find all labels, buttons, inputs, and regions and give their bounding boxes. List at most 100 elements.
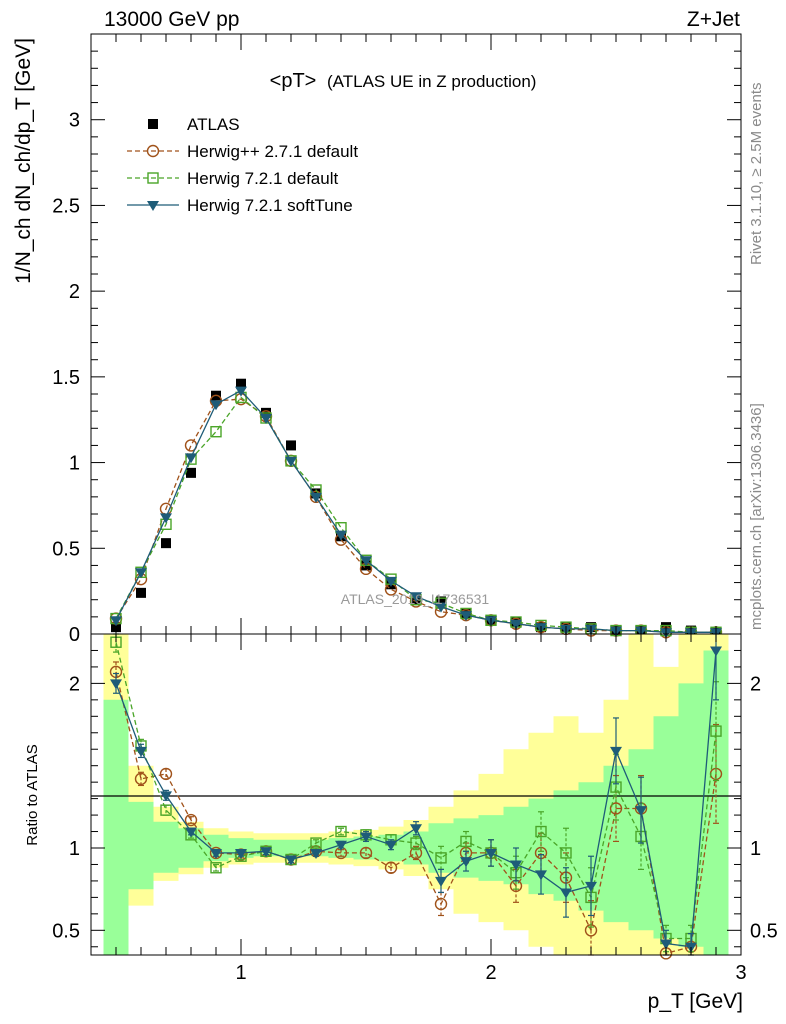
ratio-point-2-7 [285,855,297,866]
main-point-3-4 [210,400,222,411]
ratio-series-2 [110,633,722,956]
ratio-point-0-10 [359,846,373,860]
ratio-point-1-8 [310,837,322,849]
ratio-ylabel: Ratio to ATLAS [24,744,41,845]
main-point-0-3 [186,467,196,478]
legend-entry-3: Herwig 7.2.1 softTune [127,196,353,215]
ratio-point-2-2 [160,791,172,802]
main-ytick-label: 0.5 [52,538,80,560]
main-ytick-label: 1 [69,453,80,475]
ratio-point-2-6 [260,847,272,858]
main-point-3-12 [410,592,422,603]
ratio-ytick-label-left: 1 [69,838,80,860]
main-point-3-13 [435,602,447,613]
legend-label-0: ATLAS [187,115,240,134]
ratio-point-2-9 [335,840,347,851]
ratio-point-2-22 [660,939,672,950]
main-axes: 0 0.5 1 1.5 2 2.5 3 [52,33,742,646]
main-ytick-label: 2.5 [52,195,80,217]
main-point-3-9 [335,530,347,541]
main-ylabel: 1/N_ch dN_ch/dp_T [GeV] [12,38,35,284]
main-point-3-7 [285,456,297,467]
main-ytick-label: 0 [69,624,80,646]
ratio-point-0-2 [159,767,173,781]
ratio-point-0-13 [434,897,448,911]
ratio-point-2-13 [435,876,447,887]
legend-label-3: Herwig 7.2.1 softTune [187,196,353,215]
ratio-point-1-17 [535,825,547,838]
main-point-3-1 [135,568,147,579]
legend-label-1: Herwig++ 2.7.1 default [187,142,358,161]
ratio-point-2-3 [185,827,197,838]
x-tick-label: 1 [235,962,246,984]
ratio-point-1-13 [435,852,447,864]
ratio-point-0-1 [134,772,148,786]
ratio-point-0-20 [609,802,623,815]
ratio-axes: 0.5 0.5 1 1 2 2 1 2 3 [52,633,778,984]
ratio-point-2-21 [635,806,647,817]
ratio-point-2-19 [585,881,597,892]
main-subtitle: (ATLAS UE in Z production) [327,72,536,91]
ratio-point-0-3 [184,813,198,827]
ratio-point-2-10 [360,832,372,843]
main-point-3-5 [235,386,247,397]
ratio-point-2-4 [210,848,222,859]
main-title: <pT> [270,70,317,92]
legend-entry-0: ATLAS [148,115,240,134]
ratio-point-1-12 [410,837,422,849]
main-point-3-14 [460,611,472,622]
ratio-point-2-20 [610,746,622,757]
ratio-point-1-14 [460,835,472,848]
main-point-3-8 [310,492,322,503]
ratio-ytick-label-right: 2 [750,673,761,695]
ratio-point-2-14 [460,857,472,868]
energy-label: 13000 GeV pp [104,8,239,31]
ratio-band-inner [103,650,729,955]
rivet-side-label: Rivet 3.1.10, ≥ 2.5M events [748,83,765,266]
x-tick-label: 2 [485,962,496,984]
main-panel: 0 0.5 1 1.5 2 2.5 3 <pT> (ATLAS UE in Z produc… [12,33,742,646]
main-point-0-7 [286,440,296,451]
legend-marker-1 [146,144,160,158]
watermark: ATLAS_2019_I1736531 [341,591,490,607]
main-point-2-4 [210,426,222,438]
legend-entry-2: Herwig 7.2.1 default [127,169,338,188]
main-point-3-16 [510,619,522,630]
ratio-ytick-label-left: 2 [69,673,80,695]
main-point-0-1 [136,587,146,598]
legend-entry-1: Herwig++ 2.7.1 default [127,142,358,161]
ratio-point-2-11 [385,840,397,851]
main-point-3-0 [110,616,122,627]
ratio-point-1-9 [335,825,347,838]
main-point-0-2 [161,538,171,549]
main-point-0-5 [236,378,246,389]
main-point-3-2 [160,513,172,524]
legend-marker-2 [147,172,159,184]
legend-label-2: Herwig 7.2.1 default [187,169,338,188]
x-axis-label: p_T [GeV] [648,990,743,1013]
legend-marker-0 [148,119,158,129]
ratio-point-0-11 [384,861,398,874]
main-point-3-10 [360,556,372,567]
legend: ATLAS Herwig++ 2.7.1 default Herwig 7.2.1 … [127,115,358,215]
legend-marker-3 [147,201,159,211]
ratio-point-2-15 [485,848,497,859]
main-point-3-3 [185,453,197,464]
ratio-ytick-label-right: 1 [750,838,761,860]
main-point-3-11 [385,576,397,587]
ratio-point-2-0 [110,679,122,690]
main-ytick-label: 2 [69,281,80,303]
ratio-point-2-18 [560,888,572,899]
ratio-point-2-16 [510,860,522,871]
ratio-point-1-4 [210,862,222,874]
ratio-point-2-8 [310,848,322,859]
ratio-ytick-label-left: 0.5 [52,920,80,942]
ratio-point-1-2 [160,804,172,816]
ratio-point-2-12 [410,824,422,835]
ratio-point-2-1 [135,746,147,757]
ratio-point-1-24 [710,725,722,737]
main-ytick-label: 3 [69,110,80,132]
main-point-3-6 [260,414,272,424]
ratio-point-1-18 [560,847,572,859]
